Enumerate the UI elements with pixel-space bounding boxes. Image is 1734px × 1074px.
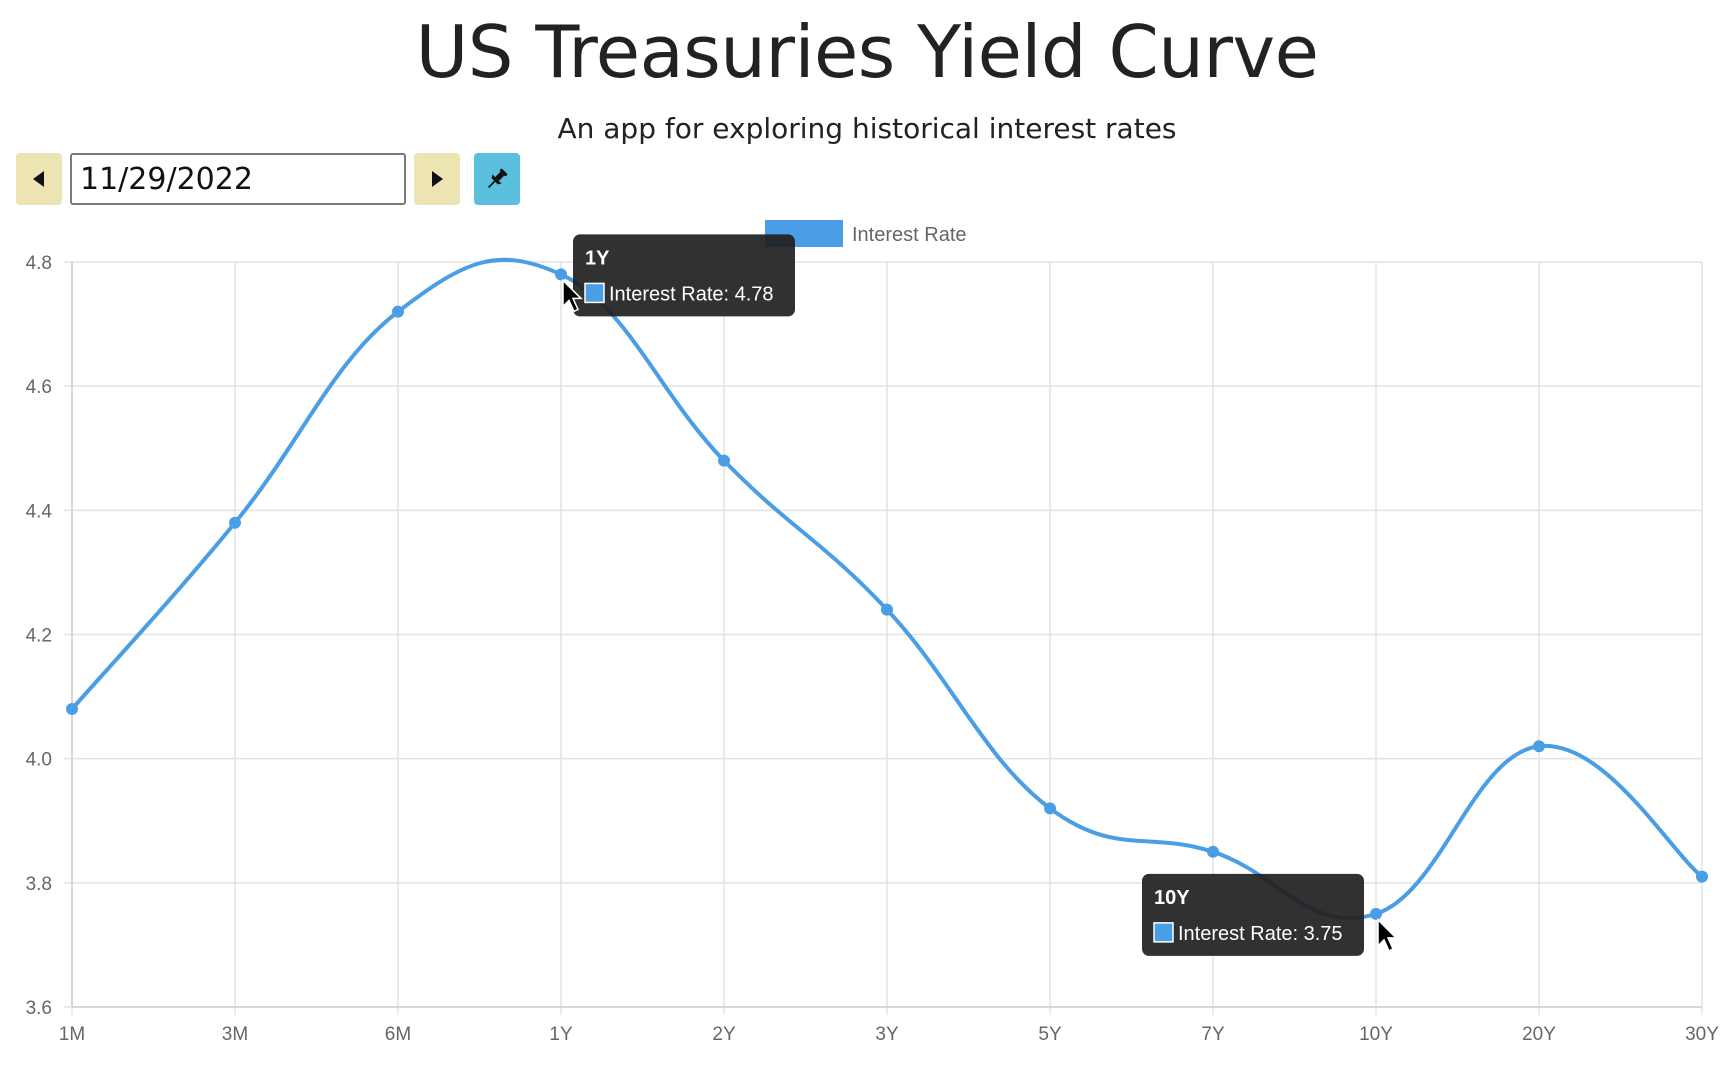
x-tick-label: 1M	[59, 1024, 85, 1045]
chart-grid	[64, 261, 1703, 1015]
y-tick-label: 4.4	[26, 501, 53, 522]
x-tick-label: 30Y	[1685, 1024, 1719, 1045]
x-tick-label: 5Y	[1038, 1024, 1062, 1045]
mouse-cursor-icon	[562, 278, 583, 313]
data-point-3y[interactable]	[881, 603, 893, 616]
chart-tooltips: 1Y Interest Rate: 4.78 10Y Interest Rate: 3…	[562, 234, 1398, 956]
tooltip-label: Interest Rate: 3.75	[1178, 923, 1343, 945]
legend-label[interactable]: Interest Rate	[852, 224, 967, 246]
pushpin-icon	[487, 168, 508, 189]
mouse-cursor-icon	[1377, 918, 1398, 952]
tooltip-10y: 10Y Interest Rate: 3.75	[1142, 873, 1398, 956]
next-date-button[interactable]	[414, 153, 460, 205]
data-point-10y[interactable]	[1370, 907, 1382, 920]
tooltip-swatch	[584, 282, 605, 304]
y-tick-label: 3.8	[26, 874, 52, 895]
page-subtitle: An app for exploring historical interest…	[557, 112, 1177, 145]
tooltip-box	[1142, 873, 1364, 956]
tooltip-box	[573, 234, 795, 317]
data-point-1m[interactable]	[66, 703, 78, 715]
y-tick-label: 4.2	[26, 626, 52, 647]
date-input[interactable]	[70, 153, 406, 205]
previous-date-button[interactable]	[16, 153, 62, 205]
data-point-2y[interactable]	[718, 454, 730, 467]
data-point-6m[interactable]	[392, 305, 404, 318]
tooltip-title: 1Y	[585, 247, 610, 269]
y-tick-label: 3.6	[26, 998, 52, 1019]
triangle-right-icon	[432, 171, 443, 187]
data-point-5y[interactable]	[1044, 802, 1056, 815]
data-point-1y[interactable]	[555, 268, 567, 281]
y-tick-label: 4.6	[26, 377, 52, 398]
y-tick-label: 4.0	[26, 750, 52, 771]
data-point-30y[interactable]	[1696, 870, 1708, 883]
tooltip-label: Interest Rate: 4.78	[609, 283, 774, 305]
x-tick-label: 1Y	[549, 1024, 573, 1045]
tooltip-swatch	[1153, 922, 1174, 943]
tooltip-title: 10Y	[1154, 887, 1190, 909]
x-tick-label: 2Y	[712, 1024, 736, 1045]
x-tick-label: 20Y	[1522, 1024, 1556, 1045]
data-point-3m[interactable]	[229, 516, 241, 529]
data-point-20y[interactable]	[1533, 740, 1545, 753]
x-tick-label: 7Y	[1201, 1024, 1225, 1045]
x-tick-label: 3M	[222, 1024, 248, 1045]
triangle-left-icon	[33, 171, 44, 187]
x-tick-label: 3Y	[875, 1024, 899, 1045]
y-tick-label: 4.8	[26, 253, 52, 274]
date-toolbar	[16, 152, 520, 206]
pin-date-button[interactable]	[474, 153, 520, 205]
chart-axes: 4.8 4.6 4.4 4.2 4.0 3.8 3.6 1M 3M 6M 1Y 2Y 3Y 5Y 7Y 10Y…	[26, 253, 1720, 1045]
tooltip-1y: 1Y Interest Rate: 4.78	[562, 234, 795, 317]
chart-legend[interactable]: Interest Rate	[765, 220, 967, 247]
x-tick-label: 10Y	[1359, 1024, 1393, 1045]
page-title: US Treasuries Yield Curve	[415, 10, 1319, 94]
chart-series	[66, 257, 1708, 921]
data-point-7y[interactable]	[1207, 845, 1219, 858]
x-tick-label: 6M	[385, 1024, 411, 1045]
